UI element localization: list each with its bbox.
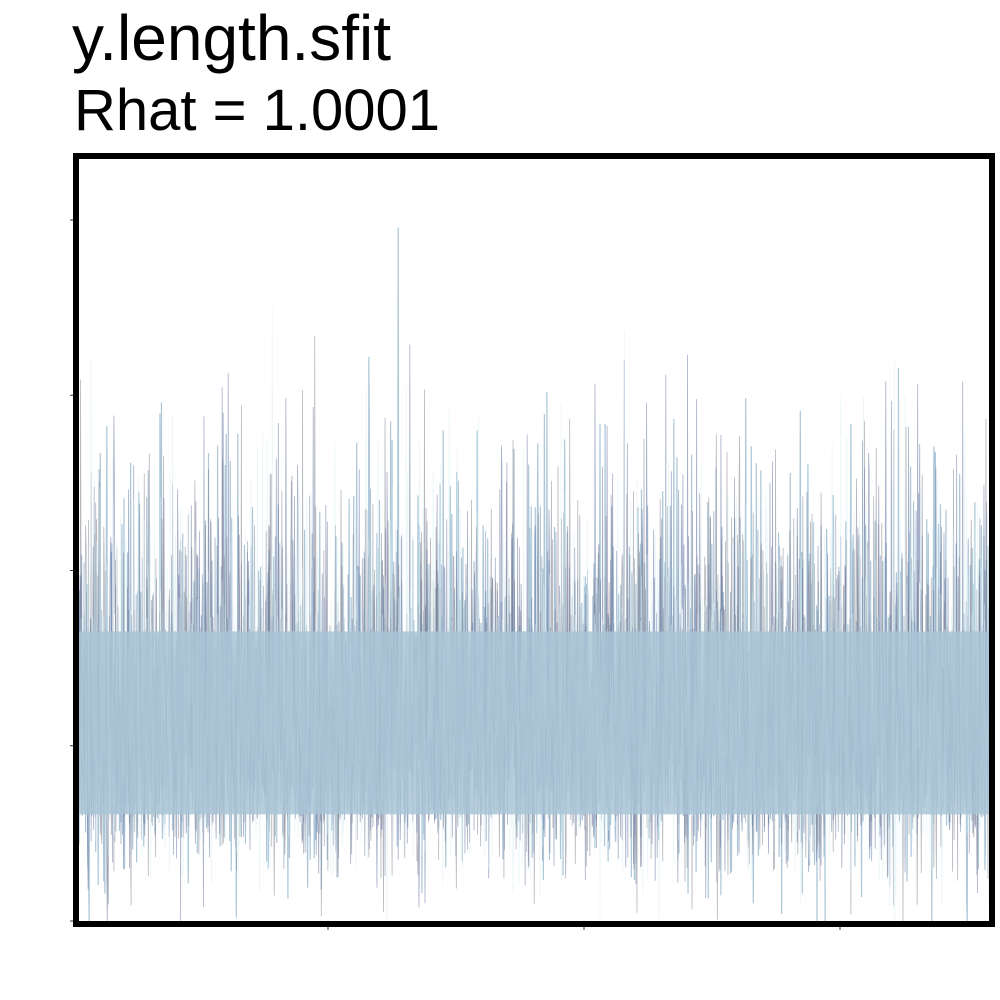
trace-density-band xyxy=(79,631,989,815)
plot-frame xyxy=(73,153,995,927)
chart-subtitle: Rhat = 1.0001 xyxy=(74,78,441,143)
series-layer xyxy=(78,227,990,922)
chart-title: y.length.sfit xyxy=(72,2,391,74)
